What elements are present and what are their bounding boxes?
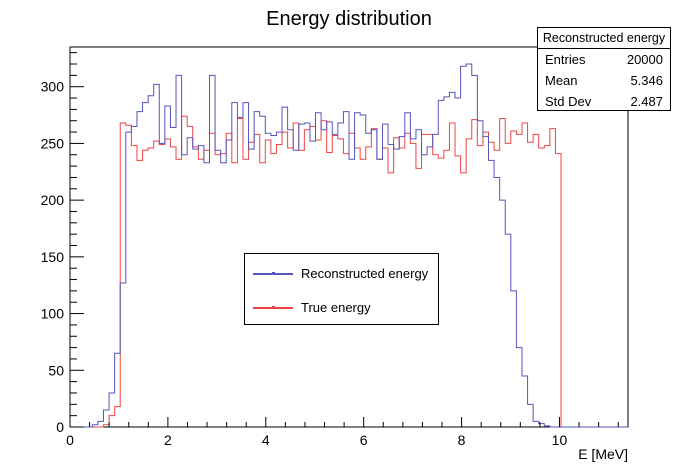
series-reconstructed-energy xyxy=(70,63,628,428)
legend-marker-icon xyxy=(272,306,275,309)
y-tick-label: 300 xyxy=(41,79,65,95)
stats-title: Reconstructed energy xyxy=(538,28,670,49)
legend-marker-icon xyxy=(272,272,275,275)
y-tick-label: 200 xyxy=(41,192,65,208)
x-tick-label: 6 xyxy=(360,432,368,448)
stats-key: Std Dev xyxy=(545,94,592,109)
y-tick-label: 50 xyxy=(48,362,64,378)
y-tick-label: 250 xyxy=(41,135,65,151)
y-tick-label: 150 xyxy=(41,249,65,265)
x-axis-label: E [MeV] xyxy=(578,446,628,462)
legend-entry-reconstructed: Reconstructed energy xyxy=(253,266,433,282)
stats-value: 2.487 xyxy=(630,94,663,109)
x-tick-label: 10 xyxy=(552,432,568,448)
y-tick-label: 0 xyxy=(56,419,64,435)
stats-value: 5.346 xyxy=(630,73,663,88)
legend-entry-true: True energy xyxy=(253,300,433,316)
chart-title: Energy distribution xyxy=(266,8,432,30)
series-layer xyxy=(70,63,628,428)
x-tick-label: 4 xyxy=(262,432,270,448)
stats-value: 20000 xyxy=(626,52,663,67)
legend-label: True energy xyxy=(301,300,371,315)
x-tick-label: 0 xyxy=(66,432,74,448)
legend: Reconstructed energy True energy xyxy=(244,253,439,325)
x-axis: 0 2 4 6 8 10 xyxy=(66,417,619,448)
y-axis: 0 50 100 150 200 250 300 xyxy=(41,52,84,435)
stats-row-mean: Mean 5.346 xyxy=(538,70,670,91)
stats-row-stddev: Std Dev 2.487 xyxy=(538,91,670,112)
stats-key: Mean xyxy=(545,73,578,88)
plot-frame xyxy=(69,46,629,428)
legend-label: Reconstructed energy xyxy=(301,266,429,281)
stats-box: Reconstructed energy Entries 20000 Mean … xyxy=(537,27,671,111)
y-tick-label: 100 xyxy=(41,306,65,322)
stats-row-entries: Entries 20000 xyxy=(538,49,670,70)
series-true-energy xyxy=(70,115,628,428)
x-tick-label: 8 xyxy=(458,432,466,448)
stats-key: Entries xyxy=(545,52,586,67)
x-tick-label: 2 xyxy=(164,432,172,448)
